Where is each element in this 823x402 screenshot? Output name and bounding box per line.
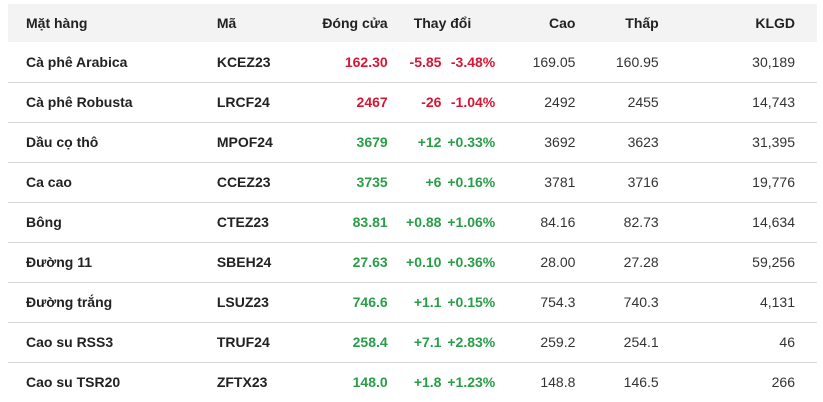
header-volume[interactable]: KLGD (755, 15, 795, 31)
cell-name: Cà phê Robusta (26, 94, 133, 110)
cell-volume: 266 (771, 374, 795, 391)
cell-high: 259.2 (540, 334, 576, 350)
cell-low: 27.28 (623, 254, 659, 270)
cell-volume: 46 (779, 334, 795, 350)
table-header-row: Mặt hàng Mã Đóng cửa Thay đổi Cao Thấp K… (8, 4, 817, 42)
table-row: Đường trắng LSUZ23 746.6 +1.1 +0.15% 754… (8, 282, 817, 322)
cell-name: Dầu cọ thô (26, 134, 99, 150)
cell-high: 84.16 (540, 214, 576, 230)
cell-name: Cao su TSR20 (26, 374, 121, 391)
cell-close: 2467 (356, 94, 388, 110)
cell-volume: 14,743 (752, 94, 795, 110)
table-row: Cà phê Arabica KCEZ23 162.30 -5.85 -3.48… (8, 42, 817, 82)
cell-name: Đường trắng (26, 294, 113, 310)
cell-change-percent: +0.36% (447, 254, 496, 270)
cell-code: CCEZ23 (216, 174, 271, 190)
cell-code: MPOF24 (216, 134, 273, 150)
cell-close: 162.30 (344, 53, 388, 70)
cell-code: TRUF24 (216, 334, 270, 350)
cell-volume: 30,189 (752, 53, 795, 70)
table-row: Dầu cọ thô MPOF24 3679 +12 +0.33% 3692 3… (8, 122, 817, 162)
cell-code: CTEZ23 (216, 214, 269, 230)
cell-code: SBEH24 (216, 254, 272, 270)
cell-name: Ca cao (26, 174, 72, 190)
cell-change: +1.1 (413, 294, 442, 310)
cell-volume: 59,256 (752, 254, 795, 270)
cell-change-percent: -3.48% (450, 53, 496, 70)
cell-low: 254.1 (623, 334, 659, 350)
table-row: Cao su RSS3 TRUF24 258.4 +7.1 +2.83% 259… (8, 322, 817, 362)
cell-close: 3735 (356, 174, 388, 190)
header-name[interactable]: Mặt hàng (26, 15, 88, 31)
cell-change: +0.10 (406, 254, 442, 270)
cell-name: Cao su RSS3 (26, 334, 114, 350)
cell-low: 2455 (627, 94, 659, 110)
cell-change: +1.8 (413, 374, 442, 391)
cell-name: Đường 11 (26, 254, 92, 270)
cell-close: 746.6 (352, 294, 388, 310)
table-row: Cao su TSR20 ZFTX23 148.0 +1.8 +1.23% 14… (8, 362, 817, 402)
header-low[interactable]: Thấp (625, 15, 659, 31)
header-code[interactable]: Mã (216, 15, 237, 31)
header-high[interactable]: Cao (548, 15, 576, 31)
cell-change-percent: +0.33% (447, 134, 496, 150)
cell-high: 148.8 (540, 374, 576, 391)
cell-high: 2492 (544, 94, 576, 110)
cell-high: 28.00 (540, 254, 576, 270)
cell-change-percent: -1.04% (450, 94, 496, 110)
cell-close: 258.4 (352, 334, 388, 350)
cell-low: 740.3 (623, 294, 659, 310)
cell-change: +7.1 (413, 334, 442, 350)
cell-change-percent: +0.15% (447, 294, 496, 310)
cell-change: +0.88 (406, 214, 442, 230)
cell-name: Cà phê Arabica (26, 53, 128, 70)
cell-volume: 31,395 (752, 134, 795, 150)
cell-low: 82.73 (623, 214, 659, 230)
cell-code: KCEZ23 (216, 53, 271, 70)
cell-volume: 19,776 (752, 174, 795, 190)
cell-close: 3679 (356, 134, 388, 150)
table-row: Bông CTEZ23 83.81 +0.88 +1.06% 84.16 82.… (8, 202, 817, 242)
cell-volume: 4,131 (759, 294, 795, 310)
table-row: Ca cao CCEZ23 3735 +6 +0.16% 3781 3716 1… (8, 162, 817, 202)
cell-change-percent: +2.83% (447, 334, 496, 350)
header-close[interactable]: Đóng cửa (322, 15, 388, 31)
cell-change: -26 (421, 94, 442, 110)
cell-code: LRCF24 (216, 94, 270, 110)
table-row: Cà phê Robusta LRCF24 2467 -26 -1.04% 24… (8, 82, 817, 122)
cell-high: 3781 (544, 174, 576, 190)
cell-change-percent: +1.06% (447, 214, 496, 230)
cell-change: +12 (417, 134, 442, 150)
cell-volume: 14,634 (752, 214, 795, 230)
cell-change: -5.85 (409, 53, 442, 70)
cell-low: 160.95 (615, 53, 659, 70)
cell-high: 3692 (544, 134, 576, 150)
cell-high: 754.3 (540, 294, 576, 310)
cell-change: +6 (425, 174, 442, 190)
cell-change-percent: +0.16% (447, 174, 496, 190)
cell-change-percent: +1.23% (447, 374, 496, 391)
cell-code: ZFTX23 (216, 374, 268, 391)
cell-close: 27.63 (352, 254, 388, 270)
commodity-table: Mặt hàng Mã Đóng cửa Thay đổi Cao Thấp K… (8, 4, 817, 402)
cell-name: Bông (26, 214, 62, 230)
cell-low: 3716 (627, 174, 659, 190)
cell-low: 3623 (627, 134, 659, 150)
cell-high: 169.05 (532, 53, 576, 70)
cell-code: LSUZ23 (216, 294, 269, 310)
cell-low: 146.5 (623, 374, 659, 391)
header-change[interactable]: Thay đổi (413, 15, 472, 31)
table-row: Đường 11 SBEH24 27.63 +0.10 +0.36% 28.00… (8, 242, 817, 282)
cell-close: 83.81 (352, 214, 388, 230)
cell-close: 148.0 (352, 374, 388, 391)
